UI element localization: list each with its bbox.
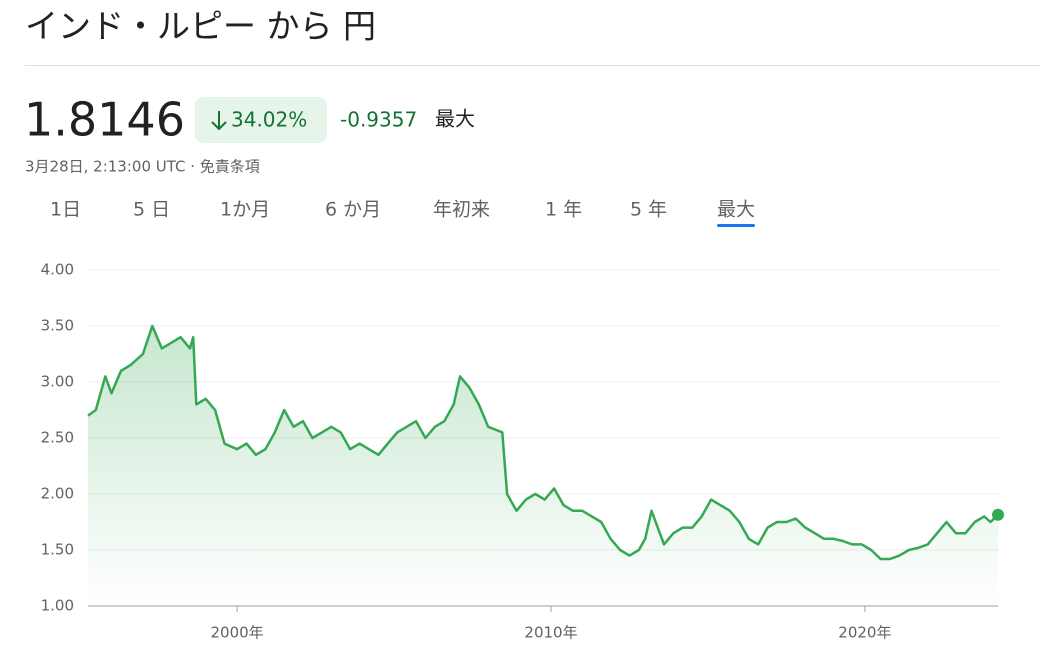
range-tab[interactable]: 最大 [717, 199, 755, 221]
period-label: 最大 [435, 107, 475, 131]
change-value: -0.9357 [340, 108, 417, 132]
title: インド・ルピー から 円 [25, 7, 376, 46]
y-tick-label: 2.00 [41, 485, 74, 503]
timestamp: 3月28日, 2:13:00 UTC · 免責条項 [25, 158, 260, 176]
change-percent: 34.02% [231, 108, 307, 132]
y-tick-label: 1.50 [41, 541, 74, 559]
down-arrow-icon [211, 111, 227, 131]
y-tick-label: 2.50 [41, 429, 74, 447]
x-tick-label: 2020年 [838, 624, 891, 642]
active-tab-indicator [717, 224, 756, 227]
area-fill [88, 326, 998, 606]
range-tab[interactable]: 5 年 [630, 199, 667, 221]
y-tick-label: 3.00 [41, 373, 74, 391]
price: 1.8146 [24, 93, 185, 147]
y-tick-label: 1.00 [41, 597, 74, 615]
range-tab[interactable]: 1 年 [545, 199, 582, 221]
plot: 1.00 1.50 2.00 2.50 3.00 3.50 4.00 2000年 2010年 20… [41, 261, 1004, 642]
y-tick-label: 4.00 [41, 261, 74, 279]
x-tick-label: 2010年 [524, 624, 577, 642]
range-tab[interactable]: 年初来 [433, 199, 490, 221]
x-tick-label: 2000年 [211, 624, 264, 642]
y-tick-label: 3.50 [41, 317, 74, 335]
price-line [87, 324, 999, 561]
range-tab[interactable]: 6 か月 [325, 199, 381, 221]
last-point [992, 508, 1004, 521]
change-badge [195, 97, 327, 143]
range-tab[interactable]: 1日 [50, 199, 81, 221]
range-tabs: 1日 5 日 1か月 6 か月 年初来 1 年 5 年 最大 [50, 199, 756, 227]
range-tab[interactable]: 5 日 [133, 199, 170, 221]
range-tab[interactable]: 1か月 [220, 199, 270, 221]
